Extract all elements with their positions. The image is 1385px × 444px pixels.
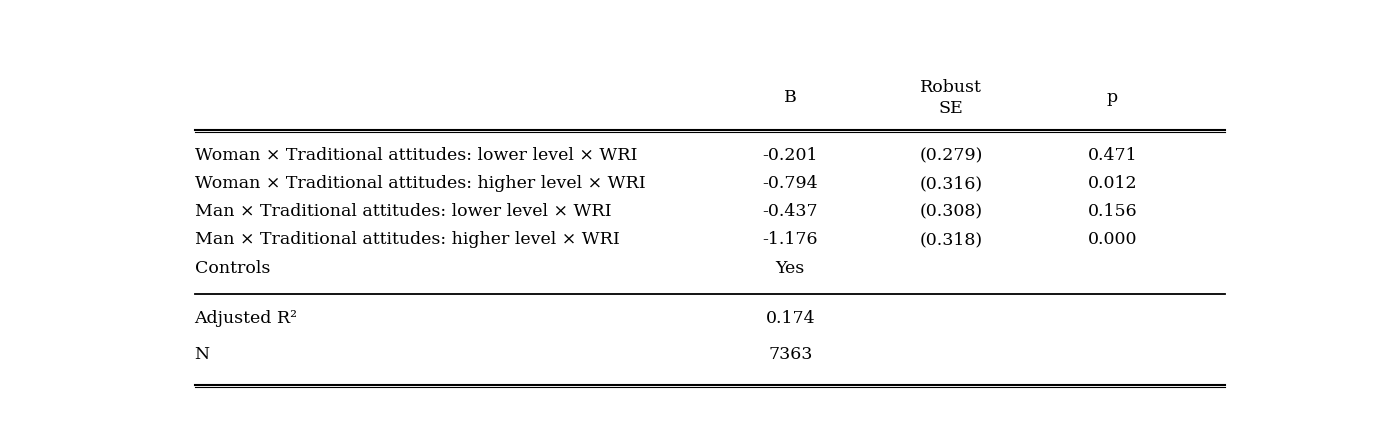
- Text: (0.316): (0.316): [920, 175, 983, 192]
- Text: 7363: 7363: [769, 345, 813, 363]
- Text: -0.201: -0.201: [763, 147, 819, 164]
- Text: N: N: [194, 345, 209, 363]
- Text: Woman × Traditional attitudes: lower level × WRI: Woman × Traditional attitudes: lower lev…: [194, 147, 637, 164]
- Text: p: p: [1107, 89, 1118, 106]
- Text: Adjusted R²: Adjusted R²: [194, 310, 298, 327]
- Text: Robust
SE: Robust SE: [921, 79, 982, 117]
- Text: Yes: Yes: [776, 260, 805, 277]
- Text: 0.156: 0.156: [1087, 203, 1137, 220]
- Text: (0.279): (0.279): [920, 147, 983, 164]
- Text: 0.000: 0.000: [1087, 231, 1137, 249]
- Text: 0.471: 0.471: [1087, 147, 1137, 164]
- Text: -1.176: -1.176: [763, 231, 819, 249]
- Text: Man × Traditional attitudes: lower level × WRI: Man × Traditional attitudes: lower level…: [194, 203, 611, 220]
- Text: Woman × Traditional attitudes: higher level × WRI: Woman × Traditional attitudes: higher le…: [194, 175, 645, 192]
- Text: -0.794: -0.794: [763, 175, 819, 192]
- Text: -0.437: -0.437: [763, 203, 819, 220]
- Text: B: B: [784, 89, 796, 106]
- Text: 0.012: 0.012: [1087, 175, 1137, 192]
- Text: Controls: Controls: [194, 260, 270, 277]
- Text: 0.174: 0.174: [766, 310, 816, 327]
- Text: (0.318): (0.318): [920, 231, 983, 249]
- Text: (0.308): (0.308): [920, 203, 983, 220]
- Text: Man × Traditional attitudes: higher level × WRI: Man × Traditional attitudes: higher leve…: [194, 231, 619, 249]
